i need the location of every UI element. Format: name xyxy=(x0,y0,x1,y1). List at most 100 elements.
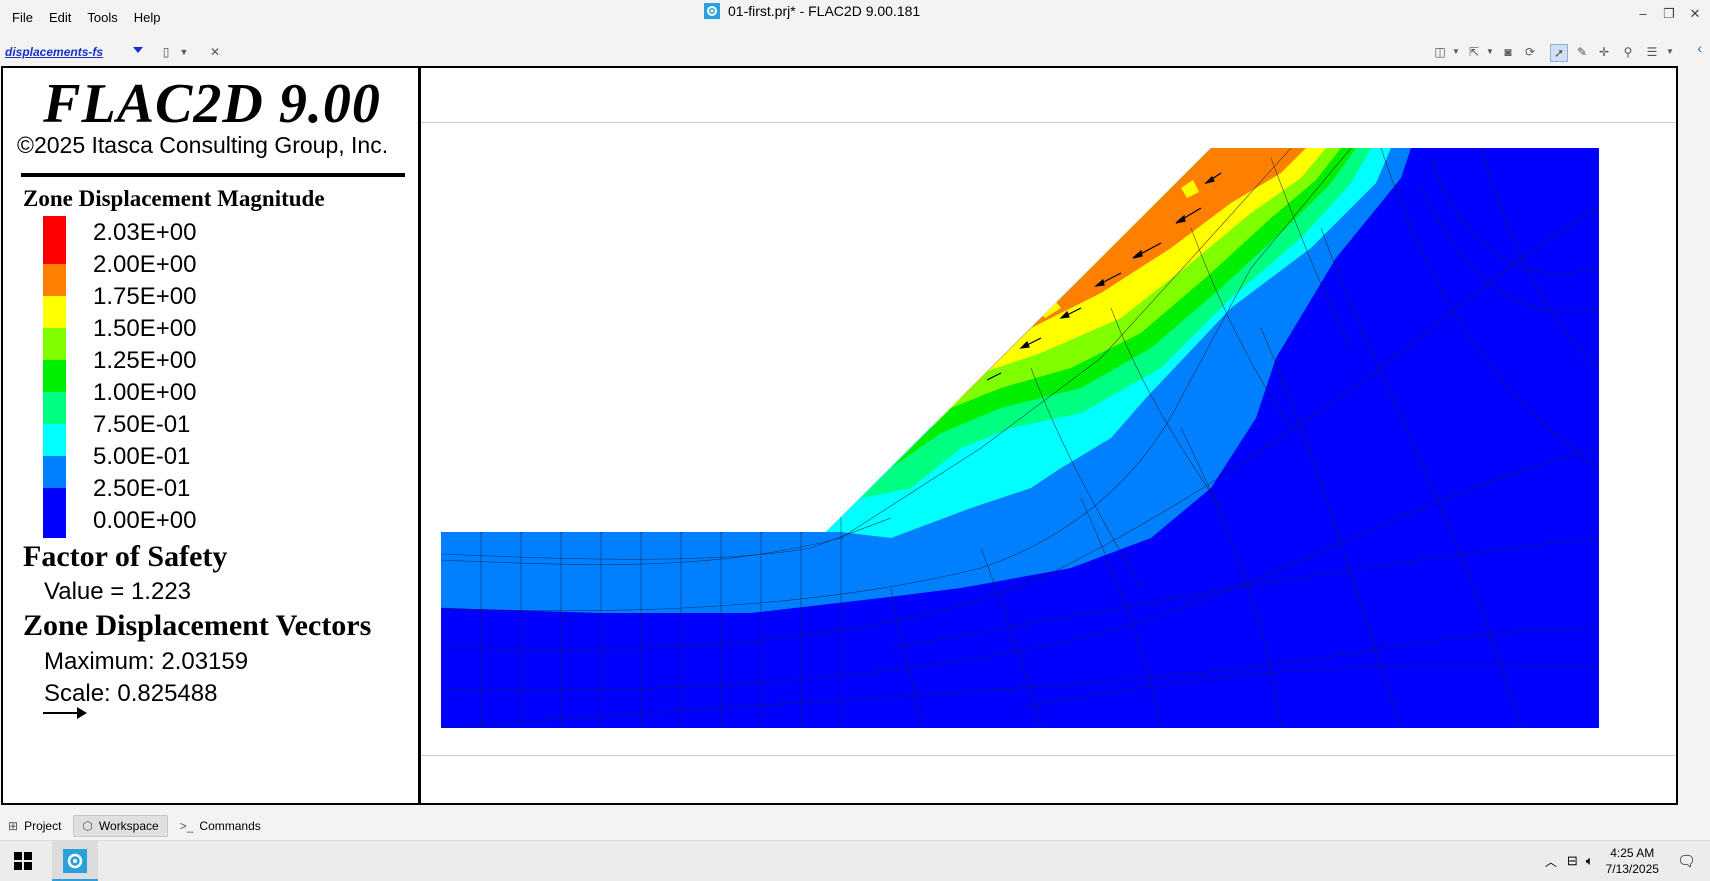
color-swatch-azure xyxy=(43,456,66,488)
window-title-text: 01-first.prj* - FLAC2D 9.00.181 xyxy=(728,3,921,19)
color-swatch-yellow xyxy=(43,296,66,328)
view-bound-top xyxy=(421,122,1676,123)
volume-icon[interactable]: 🔈︎ xyxy=(1585,853,1594,868)
split-dropdown-icon[interactable]: ▼ xyxy=(179,47,189,57)
fos-title: Factor of Safety xyxy=(23,540,228,573)
legend-title: FLAC2D 9.00 xyxy=(43,73,381,135)
vectors-maximum: Maximum: 2.03159 xyxy=(44,648,249,675)
notifications-icon[interactable]: 🗨︎ xyxy=(1676,853,1696,870)
legend-level: 0.00E+00 xyxy=(93,507,197,534)
terminal-icon: >_ xyxy=(179,819,194,833)
system-tray: ︿ ⊟ 🔈︎ 4:25 AM 7/13/2025 🗨︎ xyxy=(1545,845,1696,877)
flac-app-icon xyxy=(63,849,87,873)
export-dropdown-icon[interactable]: ▼ xyxy=(1486,47,1494,56)
legend-level: 7.50E-01 xyxy=(93,411,191,438)
legend-divider xyxy=(21,173,405,177)
title-bar: File Edit Tools Help 01-first.prj* - FLA… xyxy=(0,0,1710,36)
settings-dropdown-icon[interactable]: ▼ xyxy=(1666,47,1674,56)
fos-value: Value = 1.223 xyxy=(44,578,192,605)
crosshair-icon[interactable]: ✛ xyxy=(1598,45,1610,59)
tab-label: Workspace xyxy=(98,819,159,833)
color-swatch-orange xyxy=(43,264,66,296)
restore-button[interactable]: ❐ xyxy=(1663,6,1675,21)
vector-arrow-icon xyxy=(1132,249,1143,259)
taskbar-clock[interactable]: 4:25 AM 7/13/2025 xyxy=(1606,845,1659,877)
window-title: 01-first.prj* - FLAC2D 9.00.181 xyxy=(704,3,920,19)
vector-arrow-icon xyxy=(1059,310,1070,319)
legend-level: 5.00E-01 xyxy=(93,443,191,470)
menu-tools[interactable]: Tools xyxy=(87,10,118,25)
model-view[interactable] xyxy=(421,68,1676,803)
vector-arrow-icon xyxy=(958,332,971,339)
layout-icon[interactable]: ◫ xyxy=(1434,45,1446,59)
layout-dropdown-icon[interactable]: ▼ xyxy=(1452,47,1460,56)
os-taskbar: ︿ ⊟ 🔈︎ 4:25 AM 7/13/2025 🗨︎ xyxy=(0,840,1710,881)
tab-workspace[interactable]: ⬡ Workspace xyxy=(73,815,168,837)
select-icon[interactable]: ➚ xyxy=(1550,44,1568,62)
vector-arrow-icon xyxy=(1148,159,1159,169)
close-view-icon[interactable]: ✕ xyxy=(209,45,221,59)
color-swatch-red xyxy=(43,216,66,264)
taskbar-app-flac[interactable] xyxy=(52,841,98,881)
vector-arrow-icon xyxy=(1175,214,1186,224)
edit-icon[interactable]: ✎ xyxy=(1576,45,1588,59)
split-view-icon[interactable]: ▯ xyxy=(162,45,170,59)
menu-help[interactable]: Help xyxy=(133,10,161,25)
vector-arrow-icon xyxy=(907,396,917,403)
settings-icon[interactable]: ☰ xyxy=(1646,45,1658,59)
reset-icon[interactable]: ⟳ xyxy=(1524,45,1536,59)
tab-project[interactable]: ⊞ Project xyxy=(0,816,69,836)
displacement-contour-plot xyxy=(441,148,1599,728)
view-dropdown-icon[interactable] xyxy=(133,47,143,53)
close-button[interactable]: ✕ xyxy=(1689,6,1701,21)
minimize-button[interactable]: – xyxy=(1639,6,1647,21)
color-swatch-blue xyxy=(43,488,66,538)
vector-arrow-icon xyxy=(931,363,942,370)
menu-file[interactable]: File xyxy=(12,10,33,25)
plot-canvas: FLAC2D 9.00 ©2025 Itasca Consulting Grou… xyxy=(1,66,1678,805)
app-logo-icon xyxy=(704,3,720,19)
view-bound-bottom xyxy=(421,755,1676,756)
tab-label: Project xyxy=(24,819,62,833)
camera-icon[interactable]: ◙ xyxy=(1504,45,1512,59)
legend-level: 1.25E+00 xyxy=(93,347,197,374)
color-swatch-cyan xyxy=(43,424,66,456)
legend-level: 2.03E+00 xyxy=(93,219,197,246)
network-icon[interactable]: ⊟ xyxy=(1566,853,1578,868)
vector-arrow-icon xyxy=(1019,340,1030,349)
vector-arrow-icon xyxy=(1094,278,1105,287)
legend-level: 1.50E+00 xyxy=(93,315,197,342)
contour-band xyxy=(961,148,1306,398)
window-controls: – ❐ ✕ xyxy=(1628,6,1706,22)
legend-copyright: ©2025 Itasca Consulting Group, Inc. xyxy=(17,132,389,158)
windows-start-icon[interactable] xyxy=(14,852,32,870)
vector-arrow-icon xyxy=(1038,262,1051,271)
contour-band xyxy=(1181,180,1199,198)
vector-arrow-icon xyxy=(1204,175,1215,185)
contour-band xyxy=(999,280,1021,298)
vector-scale-arrow-icon xyxy=(43,707,87,719)
vectors-title: Zone Displacement Vectors xyxy=(23,609,372,642)
clock-time: 4:25 AM xyxy=(1610,846,1655,860)
plot-legend: FLAC2D 9.00 ©2025 Itasca Consulting Grou… xyxy=(3,68,421,803)
view-toolbar: displacements-fs ▯ ▼ ✕ ◫ ▼ ⇱ ▼ ◙ ⟳ ➚ ✎ ✛… xyxy=(0,38,1690,66)
link-icon[interactable]: ⚲ xyxy=(1623,45,1633,59)
tab-commands[interactable]: >_ Commands xyxy=(172,816,269,836)
menu-edit[interactable]: Edit xyxy=(48,10,72,25)
clock-date: 7/13/2025 xyxy=(1605,862,1659,876)
vectors-scale: Scale: 0.825488 xyxy=(44,680,218,707)
legend-level: 2.50E-01 xyxy=(93,475,191,502)
export-icon[interactable]: ⇱ xyxy=(1468,45,1480,59)
workspace-icon: ⬡ xyxy=(82,819,93,833)
tab-label: Commands xyxy=(199,819,261,833)
view-selector[interactable]: displacements-fs xyxy=(5,45,104,59)
color-swatch-lime xyxy=(43,328,66,360)
legend-level: 1.00E+00 xyxy=(93,379,197,406)
vector-arrow-icon xyxy=(994,294,1007,303)
color-swatch-green xyxy=(43,360,66,392)
collapse-panel-icon[interactable]: ‹ xyxy=(1697,40,1702,56)
menu-bar: File Edit Tools Help xyxy=(4,8,168,27)
legend-level: 2.00E+00 xyxy=(93,251,197,278)
tray-overflow-icon[interactable]: ︿ xyxy=(1544,854,1557,869)
contour-band xyxy=(931,148,1326,428)
